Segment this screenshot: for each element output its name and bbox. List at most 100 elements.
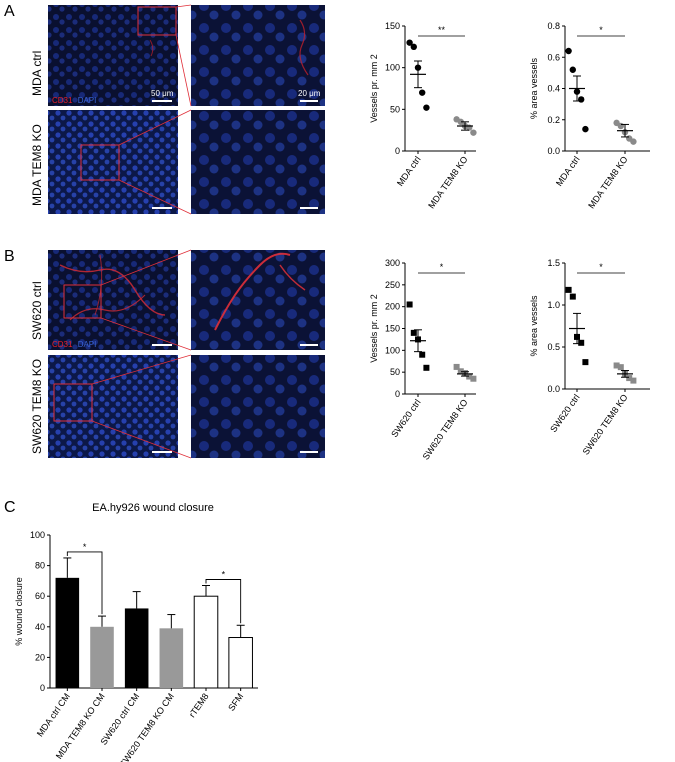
x-tick-label: SW620 TEM8 KO (421, 397, 470, 461)
x-tick-label: SW620 ctrl (548, 392, 581, 434)
data-point (578, 339, 585, 346)
scale-label-50um: 50 μm (151, 89, 174, 98)
x-tick-label: rTEM8 (187, 691, 211, 719)
row-label-sw620-ko: SW620 TEM8 KO (30, 359, 44, 454)
y-axis-label: Vessels pr. mm 2 (369, 54, 379, 123)
vessel-signal (299, 19, 309, 76)
data-point (582, 125, 589, 133)
scatter-chart-sw620-vessels: 0 50 100 150 200 250 300 Vessels pr. mm 2 SW620 … (369, 258, 477, 462)
zoom-box (63, 284, 102, 319)
micrograph-mda-ctrl-zoom (191, 5, 325, 106)
vessel-signal (279, 264, 306, 291)
bar (55, 577, 80, 688)
y-tick-label: 300 (385, 258, 400, 268)
data-point (419, 351, 426, 358)
y-axis-label: % area vessels (529, 295, 539, 357)
zoom-connector (175, 4, 192, 8)
data-point (423, 364, 430, 371)
y-tick-label: 0.5 (547, 342, 560, 352)
y-tick-label: 0.0 (547, 146, 560, 156)
bar (228, 637, 253, 689)
y-tick-label: 20 (35, 652, 45, 662)
micrograph-mda-ko-zoom (191, 110, 325, 214)
y-tick-label: 150 (385, 324, 400, 334)
row-label-sw620-ctrl: SW620 ctrl (30, 281, 44, 340)
panel-b-micrographs: SW620 ctrl SW620 TEM8 KO CD31 DAPI (30, 249, 325, 459)
data-point (565, 47, 572, 55)
stain-label: CD31 DAPI (52, 96, 96, 105)
data-point (457, 118, 464, 126)
significance-label: * (599, 262, 603, 272)
y-tick-label: 200 (385, 302, 400, 312)
vessel-signal (69, 294, 146, 321)
data-point (569, 66, 576, 73)
data-point (457, 368, 464, 375)
panel-letter-a: A (4, 3, 15, 20)
y-tick-label: 150 (385, 21, 400, 31)
zoom-box (137, 6, 177, 36)
zoom-box (80, 144, 120, 181)
zoom-box (53, 383, 93, 422)
data-point (617, 122, 624, 130)
zoom-connector (118, 109, 192, 146)
y-tick-label: 50 (390, 104, 400, 114)
bar (159, 628, 184, 688)
y-tick-label: 1.5 (547, 258, 560, 268)
data-point (470, 375, 477, 382)
data-point (630, 138, 637, 145)
data-point (630, 377, 637, 384)
bar (90, 626, 114, 688)
data-point (470, 129, 477, 136)
data-point (578, 96, 585, 103)
panel-a-micrographs: MDA ctrl MDA TEM8 KO CD31 DAPI 50 μm 20 … (30, 4, 325, 215)
zoom-connector (100, 317, 192, 351)
vessel-signal (59, 264, 166, 316)
x-tick-label: MDA ctrl (554, 154, 582, 188)
data-point (582, 359, 589, 366)
y-tick-label: 1.0 (547, 300, 560, 310)
data-point (423, 104, 430, 111)
significance-label: * (222, 569, 226, 579)
row-label-mda-ko: MDA TEM8 KO (30, 124, 44, 206)
bar-chart-wound-closure: EA.hy926 wound closure 0 20 40 60 80 100 % woun… (14, 502, 258, 762)
x-tick-label: MDA TEM8 KO (586, 154, 629, 210)
micrograph-sw620-ctrl-zoom (191, 250, 325, 350)
panel-letter-b: B (4, 248, 15, 265)
y-tick-label: 0.0 (547, 384, 560, 394)
scatter-chart-mda-area: 0.0 0.2 0.4 0.6 0.8 % area vessels MDA ctrl MDA… (529, 21, 650, 210)
x-tick-label: MDA ctrl (395, 154, 423, 188)
significance-label: * (83, 542, 87, 552)
x-tick-label: MDA ctrl CM (35, 691, 72, 738)
y-tick-label: 60 (35, 591, 45, 601)
y-tick-label: 100 (385, 345, 400, 355)
data-point (613, 362, 620, 369)
micrograph-sw620-ctrl (48, 250, 178, 350)
data-point (410, 329, 417, 336)
significance-label: * (599, 25, 603, 35)
y-tick-label: 0.2 (547, 115, 560, 125)
data-point (617, 364, 624, 371)
micrograph-mda-ctrl (48, 5, 178, 106)
scatter-chart-sw620-area: 0.0 0.5 1.0 1.5 % area vessels SW620 ctrlSW62… (529, 258, 650, 457)
scale-label-20um: 20 μm (298, 89, 321, 98)
y-tick-label: 40 (35, 622, 45, 632)
zoom-connector (118, 179, 192, 215)
y-axis-label: % area vessels (529, 57, 539, 119)
micrograph-sw620-ko-zoom (191, 355, 325, 458)
x-tick-label: MDA TEM8 KO (426, 154, 469, 210)
zoom-connector (175, 34, 192, 107)
bar (193, 595, 219, 689)
data-point (406, 301, 413, 308)
y-tick-label: 0 (40, 683, 45, 693)
micrograph-sw620-ko (48, 355, 178, 458)
y-axis-label: Vessels pr. mm 2 (369, 294, 379, 363)
data-point (626, 375, 633, 382)
y-tick-label: 250 (385, 280, 400, 290)
panel-letter-c: C (4, 499, 16, 516)
y-tick-label: 0 (395, 389, 400, 399)
stain-label: CD31 DAPI (52, 340, 96, 349)
significance-label: * (440, 262, 444, 272)
y-tick-label: 100 (30, 530, 45, 540)
zoom-connector (91, 420, 192, 459)
y-tick-label: 80 (35, 561, 45, 571)
